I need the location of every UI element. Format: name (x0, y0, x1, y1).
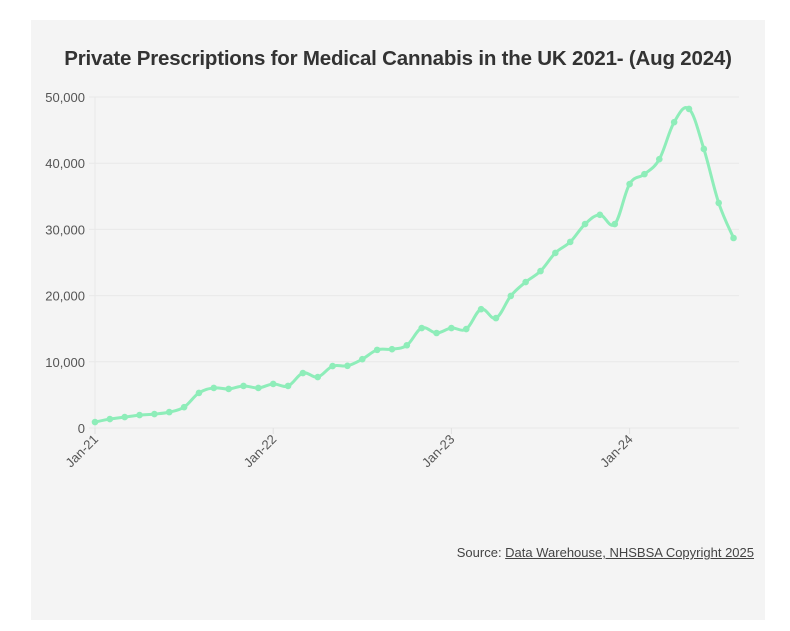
data-point[interactable]: May-24: 48200 (685, 105, 693, 113)
data-point[interactable]: Mar-24: 40600 (656, 155, 663, 163)
data-point[interactable]: Feb-23: 14950 (462, 325, 470, 333)
data-point[interactable]: Dec-21: 6050 (255, 384, 262, 392)
chart-title: Private Prescriptions for Medical Cannab… (64, 47, 732, 70)
data-point[interactable]: Feb-21: 1350 (106, 415, 114, 423)
data-point[interactable]: Jun-23: 22050 (522, 278, 529, 286)
data-point[interactable]: May-21: 2100 (151, 410, 158, 418)
data-point[interactable]: Nov-22: 15100 (418, 324, 426, 332)
data-point[interactable]: Jan-24: 36850 (626, 180, 633, 188)
series-line (93, 106, 736, 424)
source-link[interactable]: Data Warehouse, NHSBSA Copyright 2025 (505, 545, 754, 560)
data-point[interactable]: Oct-21: 5900 (225, 385, 232, 393)
data-point[interactable]: Apr-22: 7700 (314, 373, 322, 381)
data-point[interactable]: Oct-23: 30800 (581, 220, 589, 228)
data-point[interactable]: Jun-21: 2400 (165, 408, 173, 416)
y-tick-label: 10,000 (45, 355, 85, 370)
y-tick-label: 0 (78, 421, 85, 436)
data-point[interactable]: Jul-24: 34000 (715, 199, 722, 207)
data-point[interactable]: Sep-23: 28100 (566, 238, 574, 246)
source-prefix: Source: (456, 545, 506, 560)
y-tick-label: 20,000 (45, 289, 85, 304)
data-point[interactable]: Mar-22: 8300 (299, 369, 307, 377)
data-point[interactable]: May-22: 9350 (329, 362, 336, 370)
x-axis: Jan-21 Jan-22 Jan-23 Jan-24 (62, 428, 636, 471)
source-note: Source: Data Warehouse, NHSBSA Copyright… (457, 545, 754, 560)
y-tick-label: 30,000 (45, 222, 85, 237)
data-point[interactable]: Feb-22: 6350 (284, 382, 292, 390)
data-points: Jan-21: 900 Feb-21: 1350 Mar-21: 1650 Apr-2… (91, 105, 737, 426)
data-point[interactable]: Jan-22: 6650 (269, 380, 277, 388)
data-point[interactable]: May-23: 19950 (507, 292, 515, 300)
y-axis: 0 10,000 20,000 30,000 40,000 50,000 (45, 90, 85, 436)
chart-panel: Private Prescriptions for Medical Cannab… (31, 20, 765, 620)
data-point[interactable]: Aug-21: 5300 (195, 389, 203, 397)
data-point[interactable]: Sep-22: 11900 (388, 345, 396, 353)
data-point[interactable]: Jan-21: 900 (91, 418, 99, 426)
data-point[interactable]: Nov-23: 32200 (596, 211, 604, 219)
data-point[interactable]: Mar-21: 1650 (121, 413, 128, 421)
data-point[interactable]: Mar-23: 17950 (477, 305, 485, 313)
data-point[interactable]: Sep-21: 6050 (210, 384, 218, 392)
data-point[interactable]: Aug-23: 26450 (552, 249, 559, 257)
y-tick-label: 50,000 (45, 90, 85, 105)
x-tick-label: Jan-24 (597, 432, 636, 471)
data-point[interactable]: Apr-23: 16600 (492, 314, 500, 322)
data-point[interactable]: Aug-22: 11800 (373, 346, 381, 354)
data-point[interactable]: Jul-23: 23700 (537, 267, 544, 275)
data-point[interactable]: Jul-22: 10400 (359, 355, 366, 363)
data-point[interactable]: Jun-24: 42150 (700, 145, 708, 153)
data-point[interactable]: Aug-24: 28700 (730, 234, 737, 242)
data-point[interactable]: Dec-23: 30800 (611, 220, 619, 228)
gridlines (89, 96, 739, 434)
data-point[interactable]: Nov-21: 6350 (240, 382, 247, 390)
data-point[interactable]: Oct-22: 12500 (403, 341, 411, 349)
x-tick-label: Jan-22 (241, 432, 280, 471)
x-tick-label: Jan-21 (62, 432, 101, 471)
x-tick-label: Jan-23 (419, 432, 458, 471)
data-point[interactable]: Dec-22: 14350 (433, 329, 440, 337)
data-point[interactable]: Jun-22: 9400 (344, 362, 351, 370)
data-point[interactable]: Apr-24: 46200 (670, 118, 678, 126)
data-point[interactable]: Jan-23: 15100 (448, 324, 455, 332)
data-point[interactable]: Jul-21: 3150 (180, 403, 188, 411)
y-tick-label: 40,000 (45, 156, 85, 171)
data-point[interactable]: Apr-21: 1950 (136, 411, 143, 419)
data-point[interactable]: Feb-24: 38350 (641, 170, 648, 178)
